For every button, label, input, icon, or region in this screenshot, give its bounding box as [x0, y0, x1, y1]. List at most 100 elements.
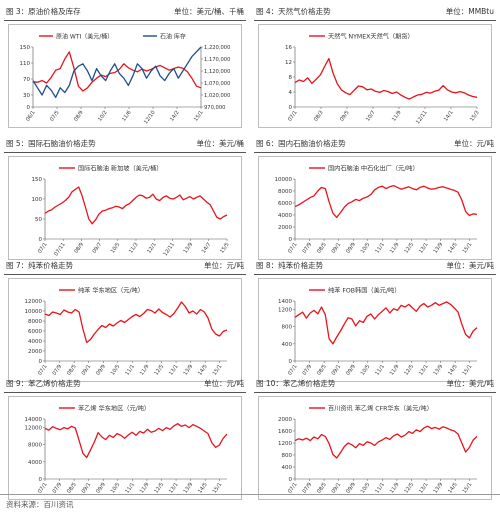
x-tick-label: 14/5 [197, 364, 209, 377]
series-line [44, 423, 228, 459]
y2-tick-label: 1,020,000 [204, 93, 230, 99]
legend-label: 纯苯 FOB韩国（美元/吨） [328, 287, 400, 295]
y-tick-label: 1400 [278, 299, 292, 305]
chart-plot-c1: 0 30 70 110 150 1,220,000 1,170,000 1,120,000 1,… [20, 33, 231, 126]
x-tick-label: 09/1 [331, 364, 343, 377]
y-tick-label: 6000 [278, 201, 292, 207]
x-tick-label: 13/1 [168, 482, 180, 495]
y-tick-label: 12 [285, 60, 292, 66]
x-tick-label: 11/1 [124, 364, 136, 377]
y-tick-label: 12000 [25, 299, 43, 305]
y-tick-label: 6000 [28, 329, 42, 335]
x-tick-label: 12/5 [404, 482, 416, 495]
y-tick-label: 10000 [275, 177, 293, 183]
y-tick-label: 0 [289, 359, 293, 365]
y-tick-label: 0 [39, 237, 43, 243]
x-tick-label: 07/5 [49, 110, 61, 123]
chart-unit: 单位：美元/桶、千桶 [173, 7, 244, 16]
x-tick-label: 12/5 [154, 482, 166, 495]
x-tick-label: 11/1 [374, 482, 386, 495]
chart-unit: 单位：元/吨 [203, 261, 244, 270]
y-tick-label: 8 [289, 75, 293, 81]
x-tick-label: 09/9 [345, 482, 357, 495]
y-tick-label: 0 [289, 105, 293, 111]
series-line [294, 184, 478, 219]
x-tick-label: 10/5 [360, 364, 372, 377]
x-tick-label: 07/1 [287, 482, 299, 495]
x-tick-label: 15/1 [462, 364, 474, 377]
x-tick-label: 13/9 [433, 242, 445, 255]
y2-tick-label: 1,170,000 [204, 57, 230, 63]
x-tick-label: 14/7 [201, 242, 213, 255]
x-tick-label: 12/5 [404, 242, 416, 255]
chart-frame: 0 30 70 110 150 1,220,000 1,170,000 1,120,000 1,… [8, 24, 242, 128]
chart-caption: 图 7：纯苯价格走势 [6, 261, 74, 270]
x-tick-label: 07/1 [287, 110, 299, 123]
x-tick-label: 10/5 [110, 242, 122, 255]
y-tick-label: 0 [289, 237, 293, 243]
x-tick-label: 12/5 [154, 364, 166, 377]
x-tick-label: 08/9 [73, 110, 85, 123]
x-tick-label: 11/1 [124, 482, 136, 495]
y-tick-label: 8000 [28, 319, 42, 325]
x-tick-label: 09/9 [345, 242, 357, 255]
chart-header: 图 4：天然气价格走势 单位：MMBtu [254, 4, 496, 21]
y2-tick-label: 1,220,000 [204, 45, 230, 51]
x-tick-label: 13/9 [433, 364, 445, 377]
y-tick-label: 50 [35, 217, 42, 223]
y-tick-label: 110 [20, 61, 31, 67]
chart-header: 图 8：纯苯价格走势 单位：美元/吨 [254, 258, 496, 275]
x-tick-label: 09/9 [345, 364, 357, 377]
chart-frame: 0 2000 4000 6000 8000 10000 12000 07/1 07/9 08/5 0… [8, 278, 242, 382]
y-tick-label: 400 [282, 465, 293, 471]
x-tick-label: 09/9 [95, 364, 107, 377]
x-tick-label: 09/1 [331, 242, 343, 255]
x-tick-label: 10/5 [360, 482, 372, 495]
x-tick-label: 07/9 [52, 364, 64, 377]
x-tick-label: 11/6 [121, 110, 133, 123]
series-line [44, 186, 228, 225]
legend-label: 苯乙烯 华东地区（元/吨） [78, 405, 150, 413]
x-tick-label: 09/1 [81, 482, 93, 495]
y-tick-label: 4000 [278, 213, 292, 219]
x-tick-label: 13/9 [433, 482, 445, 495]
x-tick-label: 15/1 [193, 110, 205, 123]
series-line [294, 57, 478, 100]
x-tick-label: 09/7 [92, 242, 104, 255]
x-tick-label: 07/11 [53, 242, 66, 258]
y-tick-label: 0 [289, 477, 293, 483]
x-tick-label: 09/9 [95, 482, 107, 495]
chart-frame: 0 4 8 12 16 07/1 08/3 09/5 10/7 11/9 12/11 14/1 15/3… [258, 24, 492, 128]
chart-header: 图 3：原油价格及库存 单位：美元/桶、千桶 [4, 4, 246, 21]
chart-header: 图 6：国内石脑油价格走势 单位：元/吨 [254, 136, 496, 153]
chart-caption: 图 6：国内石脑油价格走势 [256, 139, 346, 148]
y2-tick-label: 970,000 [204, 105, 225, 111]
chart-plot-c3: 0 50 100 150 07/1 07/11 08/9 09/7 10/5 11/3 12/1 12… [32, 165, 231, 258]
x-tick-label: 15/3 [469, 110, 481, 123]
x-tick-label: 11/9 [139, 482, 151, 495]
x-tick-label: 07/1 [287, 242, 299, 255]
y-tick-label: 70 [23, 77, 30, 83]
y-tick-label: 12000 [25, 426, 43, 432]
x-tick-label: 07/9 [302, 482, 314, 495]
y-tick-label: 2000 [278, 417, 292, 423]
y2-tick-label: 1,120,000 [204, 69, 230, 75]
chart-unit: 单位：美元/桶 [196, 139, 244, 148]
chart-unit: 单位：元/吨 [203, 379, 244, 388]
y-tick-label: 1600 [278, 429, 292, 435]
y-tick-label: 0 [39, 477, 43, 483]
y-tick-label: 30 [23, 93, 30, 99]
x-tick-label: 15/1 [462, 482, 474, 495]
legend-label: 纯苯 华东地区（元/吨） [78, 287, 144, 295]
y-tick-label: 14000 [25, 417, 43, 423]
y-tick-label: 4 [289, 90, 293, 96]
x-tick-label: 14/1 [443, 110, 455, 123]
x-tick-label: 14/5 [197, 482, 209, 495]
legend-label: 国际石脑油 新加坡（美元/桶） [78, 165, 163, 173]
x-tick-label: 11/1 [374, 242, 386, 255]
x-tick-label: 08/3 [313, 110, 325, 123]
x-tick-label: 10/5 [110, 482, 122, 495]
